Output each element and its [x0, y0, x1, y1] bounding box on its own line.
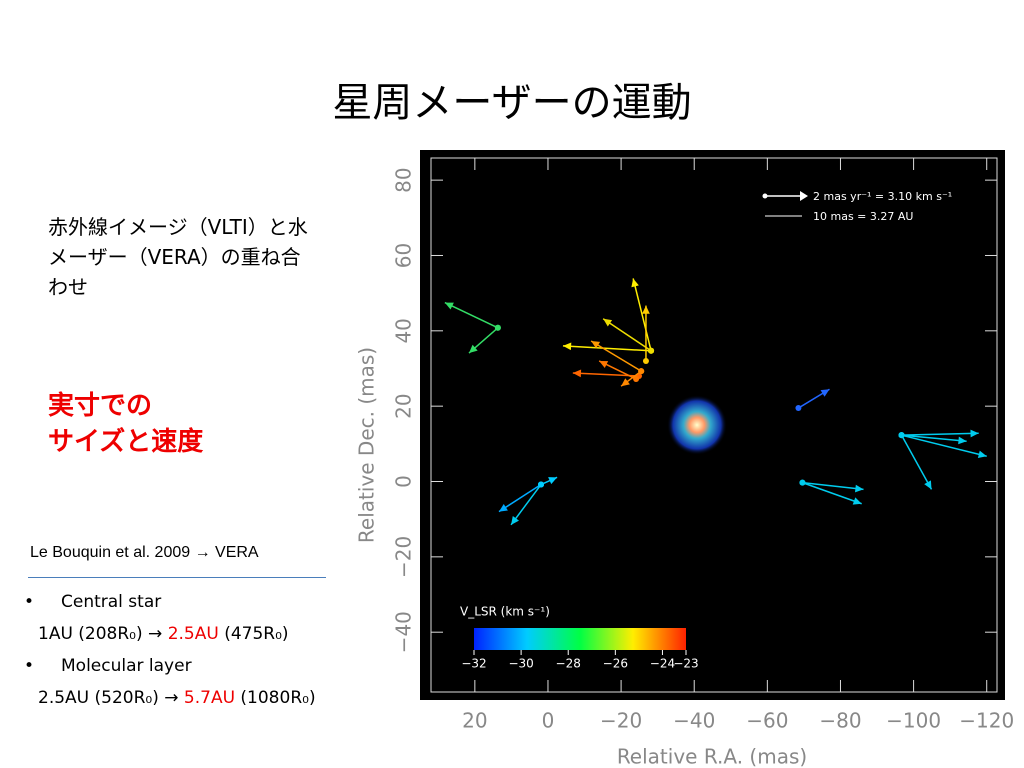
bullet: • Molecular layer [24, 650, 316, 682]
detail-part: 5.7AU [183, 688, 236, 708]
arrowhead [572, 369, 582, 378]
bullet-dot: • [24, 656, 35, 676]
arrowhead [958, 436, 967, 445]
highlight: 実寸でのサイズと速度 [48, 388, 203, 460]
velocity-vector [901, 432, 979, 436]
x-tick-label: −60 [746, 709, 788, 733]
velocity-vector [900, 434, 933, 490]
bullets: • Central star 1AU (208R₀) → 2.5AU (475R₀)… [24, 586, 316, 714]
title: 星周メーザーの運動 [332, 80, 692, 126]
key-dot [762, 193, 768, 199]
colorbar-tick-label: −30 [508, 657, 533, 671]
maser-spot [648, 347, 655, 354]
arrowhead [599, 360, 609, 368]
detail-part: 2.5AU (520R₀) → [38, 688, 184, 708]
arrowhead [511, 516, 519, 525]
arrowhead [562, 342, 572, 351]
arrowhead [852, 497, 862, 505]
arrowhead [621, 378, 630, 387]
arrowhead [591, 340, 601, 349]
y-tick-label: 0 [392, 475, 416, 488]
highlight-line: 実寸での [48, 391, 153, 421]
velocity-vector [510, 484, 542, 526]
arrowhead [970, 429, 979, 438]
arrowhead [603, 318, 613, 327]
y-tick-label: 20 [392, 393, 416, 418]
y-axis-label: Relative Dec. (mas) [355, 347, 379, 543]
maser-spot [633, 376, 640, 383]
detail-part: 1AU (208R₀) → [38, 624, 168, 644]
colorbar [474, 628, 686, 650]
arrowhead [631, 278, 639, 288]
x-tick-label: −20 [600, 709, 642, 733]
bullet-dot: • [24, 592, 35, 612]
velocity-vector [802, 481, 862, 505]
velocity-vector [901, 434, 987, 457]
bullet: • Central star [24, 586, 316, 618]
detail-part: 2.5AU [167, 624, 219, 644]
bullet-detail: 1AU (208R₀) → 2.5AU (475R₀) [24, 618, 316, 650]
maser-spot [795, 405, 802, 412]
colorbar-tick-label: −26 [603, 657, 628, 671]
maser-spot [538, 481, 545, 488]
detail-part: (1080R₀) [235, 688, 316, 708]
arrowhead [548, 477, 558, 485]
maser-spot [638, 368, 645, 375]
maser-spot [494, 324, 501, 331]
bullet-detail: 2.5AU (520R₀) → 5.7AU (1080R₀) [24, 682, 316, 714]
y-tick-label: −40 [392, 611, 416, 653]
frame [430, 157, 998, 693]
colorbar-tick-label: −28 [556, 657, 581, 671]
x-tick-label: 0 [542, 709, 555, 733]
y-tick-label: −20 [392, 536, 416, 578]
x-axis-label: Relative R.A. (mas) [617, 745, 807, 768]
arrowhead [498, 504, 508, 512]
arrowhead [924, 480, 932, 490]
arrowhead [642, 305, 650, 314]
colorbar-tick-label: −24 [650, 657, 675, 671]
x-tick-label: 20 [462, 709, 487, 733]
key-arrowhead [800, 191, 808, 201]
maser-spot [898, 432, 905, 439]
arrowhead [854, 484, 864, 493]
velocity-vector [602, 318, 652, 352]
x-tick-label: −80 [819, 709, 861, 733]
note: 赤外線イメージ（VLTI）と水メーザー（VERA）の重ね合わせ [48, 215, 308, 299]
velocity-vector [802, 481, 864, 491]
y-tick-label: 60 [392, 243, 416, 268]
velocity-vector [498, 483, 542, 513]
y-tick-label: 80 [392, 167, 416, 192]
arrowhead [444, 302, 454, 310]
arrowhead [820, 389, 830, 397]
bullet-label: Central star [61, 592, 162, 612]
divider [28, 577, 326, 578]
detail-part: (475R₀) [218, 624, 289, 644]
key-text: 10 mas = 3.27 AU [813, 210, 913, 223]
velocity-vector [632, 278, 652, 351]
maser-spot [642, 357, 649, 364]
maser-spot [799, 479, 806, 486]
x-tick-label: −40 [673, 709, 715, 733]
velocity-vector [562, 345, 652, 352]
y-tick-label: 40 [392, 318, 416, 343]
bullet-label: Molecular layer [61, 656, 192, 676]
arrowhead [977, 450, 987, 459]
velocity-vector [590, 340, 642, 372]
velocity-vector [444, 301, 499, 329]
colorbar-tick-label: −32 [461, 657, 486, 671]
colorbar-label: V_LSR (km s⁻¹) [460, 605, 550, 619]
colorbar-tick-label: −23 [673, 657, 698, 671]
x-tick-label: −120 [959, 709, 1014, 733]
x-tick-label: −100 [886, 709, 941, 733]
arrowhead [468, 344, 478, 354]
highlight-line: サイズと速度 [48, 427, 204, 457]
reference: Le Bouquin et al. 2009 → VERA [30, 544, 259, 561]
velocity-vector [901, 434, 967, 442]
key-text: 2 mas yr⁻¹ = 3.10 km s⁻¹ [813, 190, 952, 203]
infrared-image [667, 395, 727, 455]
